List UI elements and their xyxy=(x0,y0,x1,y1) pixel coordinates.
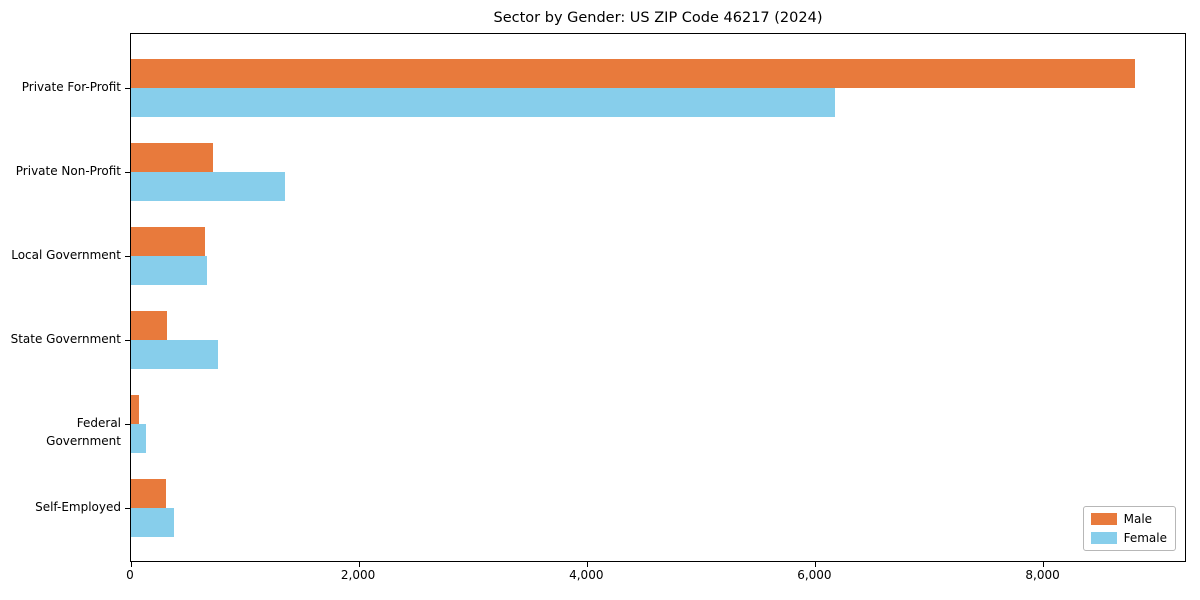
bar-female-private-non-profit xyxy=(131,172,285,201)
y-tick-label-local-government: Local Government xyxy=(11,248,121,262)
y-tick-label-federal-government: Federal Government xyxy=(46,416,121,448)
x-tick xyxy=(130,562,132,567)
bar-male-private-for-profit xyxy=(131,59,1135,88)
bar-female-state-government xyxy=(131,340,218,369)
legend-label-female: Female xyxy=(1123,531,1167,545)
bar-male-private-non-profit xyxy=(131,143,214,172)
female-swatch-icon xyxy=(1090,532,1117,544)
bar-male-self-employed xyxy=(131,479,166,508)
legend-item-male: Male xyxy=(1090,512,1167,526)
x-tick-label-8-000: 8,000 xyxy=(1025,568,1060,582)
x-tick xyxy=(586,562,588,567)
legend: Male Female xyxy=(1082,506,1176,551)
bar-female-self-employed xyxy=(131,508,175,537)
x-tick xyxy=(1043,562,1045,567)
x-tick-label-4-000: 4,000 xyxy=(569,568,604,582)
x-tick xyxy=(358,562,360,567)
y-tick xyxy=(125,256,130,257)
bar-male-local-government xyxy=(131,227,206,256)
bar-female-local-government xyxy=(131,256,207,285)
male-swatch-icon xyxy=(1090,513,1117,525)
y-tick-label-private-for-profit: Private For-Profit xyxy=(21,80,121,94)
y-tick-label-private-non-profit: Private Non-Profit xyxy=(15,164,121,178)
bar-male-federal-government xyxy=(131,395,139,424)
y-tick xyxy=(125,508,130,509)
y-tick xyxy=(125,424,130,425)
legend-item-female: Female xyxy=(1090,531,1167,545)
x-tick-label-6-000: 6,000 xyxy=(797,568,832,582)
y-tick xyxy=(125,172,130,173)
y-tick xyxy=(125,340,130,341)
bar-female-private-for-profit xyxy=(131,88,835,117)
bar-male-state-government xyxy=(131,311,167,340)
x-tick-label-2-000: 2,000 xyxy=(340,568,376,582)
plot-area xyxy=(125,33,1186,567)
bar-female-federal-government xyxy=(131,424,147,453)
x-tick xyxy=(814,562,816,567)
chart-title: Sector by Gender: US ZIP Code 46217 (202… xyxy=(493,10,823,26)
x-tick-label-0: 0 xyxy=(126,568,134,582)
y-tick-label-state-government: State Government xyxy=(10,332,121,346)
y-tick xyxy=(125,88,130,89)
y-tick-label-self-employed: Self-Employed xyxy=(35,500,121,514)
legend-label-male: Male xyxy=(1123,512,1153,526)
